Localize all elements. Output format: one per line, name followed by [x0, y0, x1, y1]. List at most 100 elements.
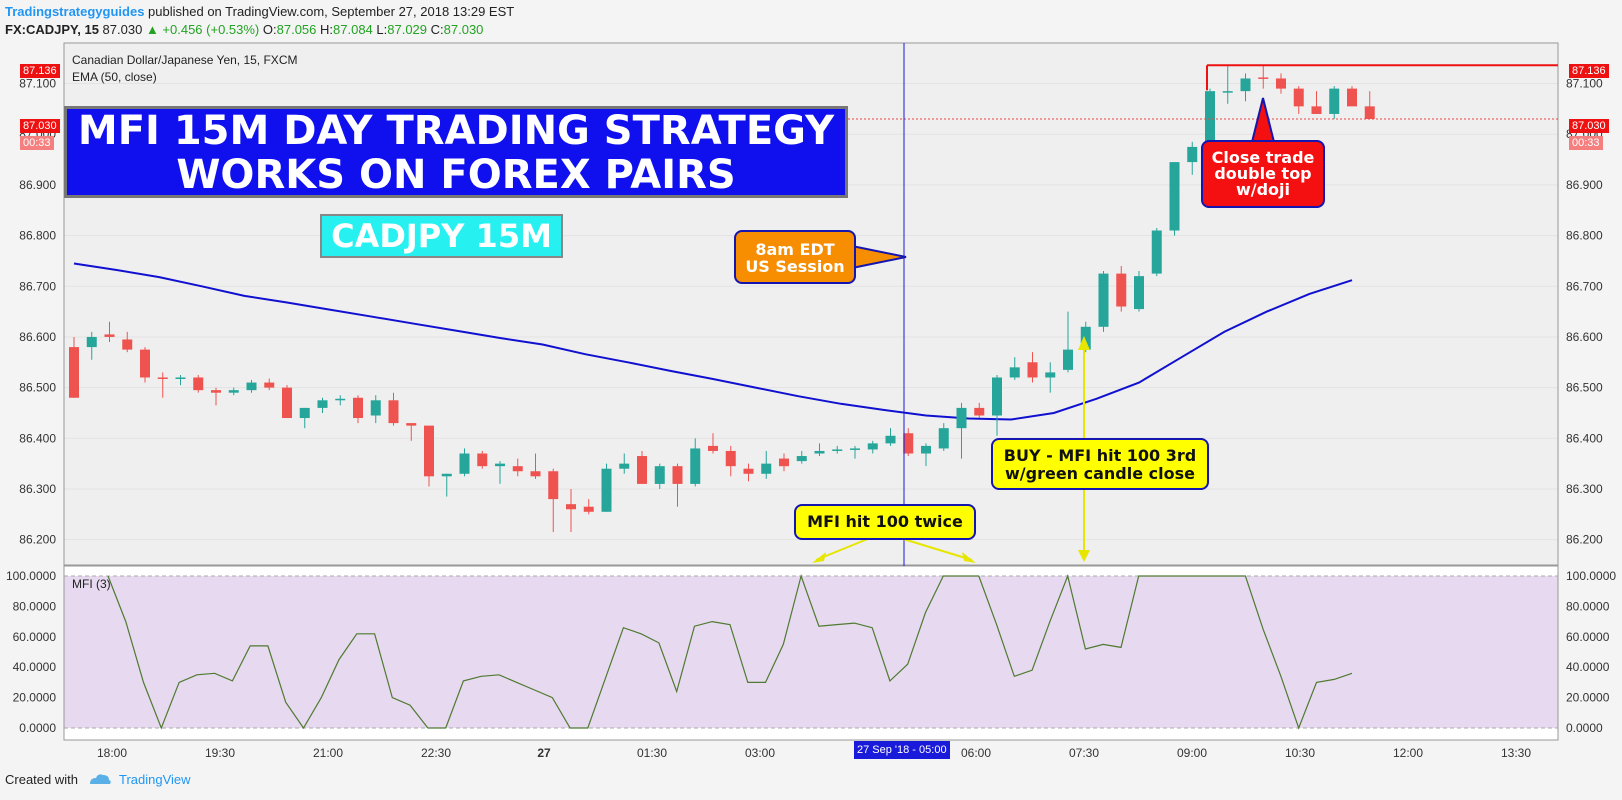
candle-down [211, 390, 221, 393]
candle-down [1347, 88, 1357, 107]
candle-up [1134, 276, 1144, 310]
candle-down [1116, 273, 1127, 307]
published-text: published on TradingView.com, September … [148, 4, 515, 19]
candle-up [246, 382, 257, 391]
symbol-label: FX:CADJPY, 15 [5, 22, 99, 37]
candle-up [495, 463, 505, 467]
price-tick-label-right: 86.400 [1566, 431, 1603, 445]
candle-down [1311, 106, 1322, 114]
candle-down [725, 450, 736, 467]
price-tick-label-right: 86.200 [1566, 533, 1603, 547]
candle-up [619, 463, 630, 469]
candle-up [992, 377, 1002, 416]
high-tag-right: 87.136 [1569, 64, 1609, 78]
countdown-tag-left: 00:33 [20, 136, 54, 150]
time-tick-label: 19:30 [205, 746, 235, 760]
mfi-tick-label-right: 40.0000 [1566, 660, 1610, 674]
candle-up [796, 456, 807, 462]
ema-line [73, 262, 1353, 421]
mfi-tick-label-right: 60.0000 [1566, 630, 1610, 644]
candle-up [867, 443, 878, 450]
session-line-2: US Session [745, 257, 845, 276]
tradingview-link[interactable]: TradingView [119, 772, 191, 787]
last-price: 87.030 [102, 22, 143, 37]
candle-up [938, 428, 949, 449]
candle-down [264, 382, 275, 388]
session-callout: 8am EDT US Session [734, 230, 856, 284]
candle-up [317, 400, 328, 408]
candle-up [814, 450, 825, 454]
footer: Created with TradingView [5, 772, 191, 789]
candle-up [1063, 349, 1073, 370]
mfi-tick-label-right: 100.0000 [1566, 569, 1616, 583]
high-label: H: [320, 22, 334, 37]
candle-down [974, 407, 985, 416]
mfi-tick-label-left: 80.0000 [13, 599, 57, 613]
candle-up [441, 473, 452, 477]
candle-down [1027, 362, 1038, 378]
price-tick-label-left: 86.300 [19, 482, 56, 496]
session-line-1: 8am EDT [755, 240, 835, 259]
instrument-legend: Canadian Dollar/Japanese Yen, 15, FXCM [72, 53, 298, 67]
candle-down [388, 400, 399, 424]
low-label: L: [376, 22, 388, 37]
candle-up [335, 398, 346, 401]
candle-up [850, 448, 860, 450]
price-tick-label-left: 86.800 [19, 229, 56, 243]
mfi-tick-label-left: 40.0000 [13, 660, 57, 674]
candle-down [512, 466, 523, 472]
buy-arrow-head-down [1078, 550, 1090, 562]
candle-down [477, 453, 488, 467]
time-tick-label: 22:30 [421, 746, 451, 760]
created-with-text: Created with [5, 772, 78, 787]
candle-up [885, 435, 896, 444]
close-line-3: w/doji [1235, 180, 1291, 199]
close-trade-callout: Close trade double top w/doji [1201, 140, 1325, 208]
candle-up [175, 377, 186, 379]
mfi-tick-label-right: 20.0000 [1566, 691, 1610, 705]
candle-up [956, 407, 967, 429]
mfi-twice-arrowhead-right [962, 552, 976, 563]
candle-up [370, 400, 381, 416]
candle-down [530, 471, 541, 477]
price-tick-label-right: 86.800 [1566, 229, 1603, 243]
time-tick-label: 21:00 [313, 746, 343, 760]
time-tick-label: 13:30 [1501, 746, 1531, 760]
mfi-twice-arrowhead-left [812, 552, 826, 563]
crosshair-time-label: 27 Sep '18 - 05:00 [854, 741, 950, 759]
buy-arrow-head-up [1078, 336, 1090, 350]
candle-down [69, 347, 79, 398]
candle-up [1080, 326, 1091, 350]
mfi-tick-label-left: 20.0000 [13, 691, 57, 705]
mfi-twice-arrow-right [899, 537, 973, 561]
candle-up [1187, 146, 1198, 163]
candle-down [1276, 78, 1286, 89]
buy-line-2: w/green candle close [1005, 464, 1195, 483]
time-tick-label: 12:00 [1393, 746, 1423, 760]
tradingview-cloud-icon [88, 772, 112, 789]
publisher-name[interactable]: Tradingstrategyguides [5, 4, 145, 19]
open-label: O: [262, 22, 277, 37]
price-pane-border [63, 42, 1559, 566]
pair-badge: CADJPY 15M [320, 214, 563, 258]
price-tick-label-left: 86.200 [19, 533, 56, 547]
candle-down [583, 506, 594, 512]
candle-down [903, 433, 914, 454]
price-tick-label-left: 87.100 [19, 77, 56, 91]
candle-down [424, 425, 434, 477]
candle-up [690, 448, 701, 484]
time-tick-label: 06:00 [961, 746, 991, 760]
banner-line-2: WORKS ON FOREX PAIRS [176, 152, 736, 198]
open-value: 87.056 [276, 22, 317, 37]
ema-legend: EMA (50, close) [72, 70, 157, 84]
candle-up [761, 463, 772, 474]
candle-down [672, 466, 683, 484]
time-tick-label: 01:30 [637, 746, 667, 760]
candle-down [779, 458, 789, 467]
time-tick-label: 18:00 [97, 746, 127, 760]
candle-up [832, 449, 843, 451]
banner-line-1: MFI 15M DAY TRADING STRATEGY [77, 108, 835, 154]
candle-down [353, 397, 363, 419]
candle-down [1364, 106, 1375, 120]
last-tag-right: 87.030 [1569, 119, 1609, 133]
